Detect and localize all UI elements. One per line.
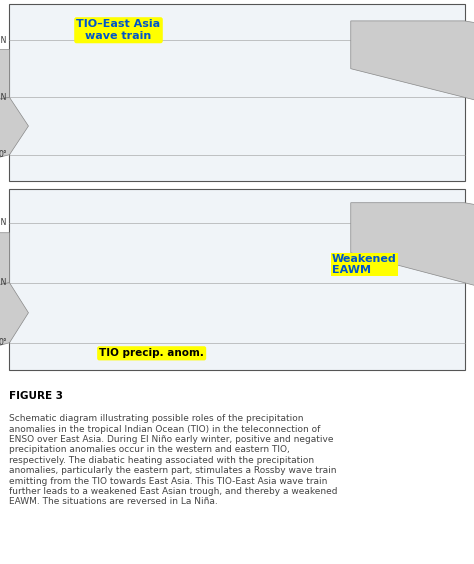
Polygon shape: [0, 98, 28, 164]
Text: 30°N: 30°N: [0, 278, 7, 287]
Text: FIGURE 3: FIGURE 3: [9, 391, 64, 401]
Text: Schematic diagram illustrating possible roles of the precipitation
anomalies in : Schematic diagram illustrating possible …: [9, 414, 338, 506]
FancyBboxPatch shape: [9, 189, 465, 371]
Polygon shape: [0, 283, 28, 352]
Polygon shape: [351, 21, 474, 107]
Polygon shape: [0, 30, 9, 135]
Text: Weakened
EAWM: Weakened EAWM: [332, 254, 397, 275]
Text: 60°N: 60°N: [0, 36, 7, 45]
FancyBboxPatch shape: [0, 0, 474, 378]
Text: 60°N: 60°N: [0, 218, 7, 227]
Polygon shape: [0, 213, 9, 323]
Text: 30°N: 30°N: [0, 93, 7, 102]
Text: 0°: 0°: [0, 150, 7, 159]
Text: TIO precip. anom.: TIO precip. anom.: [99, 349, 204, 358]
Text: TIO–East Asia
wave train: TIO–East Asia wave train: [76, 19, 161, 41]
Polygon shape: [351, 202, 474, 293]
Text: 0°: 0°: [0, 338, 7, 347]
FancyBboxPatch shape: [9, 4, 465, 182]
